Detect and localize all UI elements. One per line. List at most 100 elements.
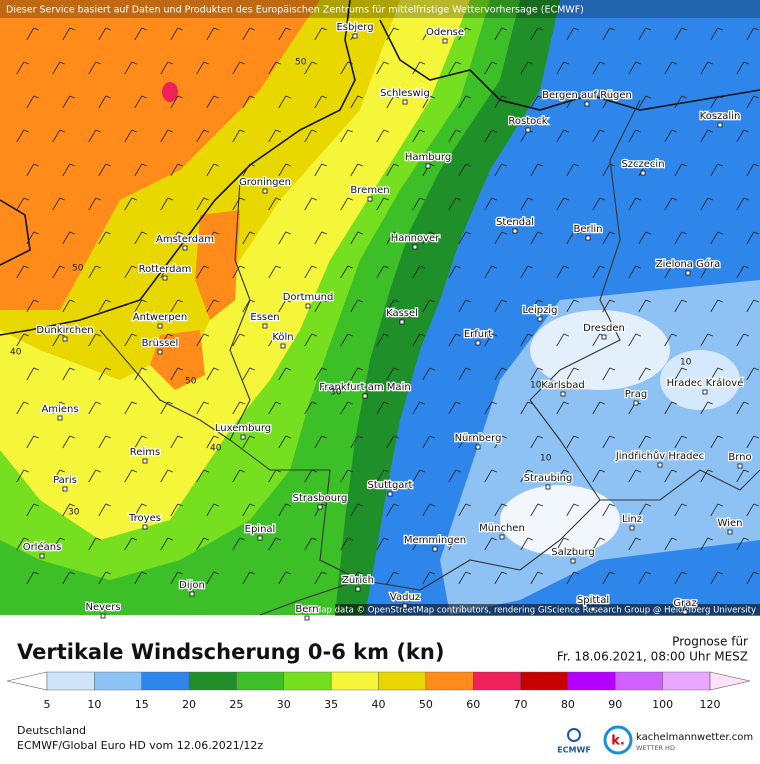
wind-barb	[124, 401, 137, 415]
city-label: Dortmund	[283, 292, 334, 303]
city-label: Karlsbad	[541, 380, 584, 391]
city-label: Dresden	[583, 323, 625, 334]
contour-label: 40	[10, 348, 22, 358]
wind-barb	[746, 27, 759, 41]
city-marker	[162, 275, 168, 281]
wind-barb	[592, 469, 605, 483]
wind-barb	[26, 163, 39, 177]
wind-barb	[52, 401, 65, 415]
colorbar-tick-label: 90	[608, 698, 622, 711]
attribution-bar	[335, 604, 760, 616]
wind-barb	[314, 95, 327, 109]
wind-barb	[88, 197, 101, 211]
wind-barb	[484, 333, 497, 347]
wind-barb	[62, 503, 75, 517]
wind-barb	[278, 503, 291, 517]
wind-barb	[566, 231, 579, 245]
wind-barb	[376, 537, 389, 551]
city-marker	[585, 235, 591, 241]
city-label: Koszalin	[700, 111, 741, 122]
wind-barb	[556, 469, 569, 483]
wind-barb	[62, 163, 75, 177]
colorbar-tick-label: 80	[561, 698, 575, 711]
wind-barb	[170, 503, 183, 517]
wind-barb	[242, 435, 255, 449]
city-label: Paris	[53, 475, 77, 486]
contour-label: 50	[295, 58, 307, 68]
city-label: Erfurt	[464, 329, 492, 340]
wind-barb	[304, 197, 317, 211]
wind-barb	[736, 469, 749, 483]
wind-barb	[278, 231, 291, 245]
city-label: Strasbourg	[293, 493, 348, 504]
wind-barb	[88, 401, 101, 415]
colorbar-tick-label: 25	[229, 698, 243, 711]
wind-barb	[206, 571, 219, 585]
wind-barb	[350, 503, 363, 517]
kw-icon-letter: k.	[611, 734, 625, 749]
colorbar-segment	[520, 671, 569, 691]
kw-icon	[603, 725, 633, 755]
city-label: Zielona Góra	[656, 258, 720, 270]
wind-barb	[602, 299, 615, 313]
wind-barb	[26, 435, 39, 449]
wind-barb	[566, 163, 579, 177]
city-label: Szczecin	[621, 159, 664, 170]
city-marker	[355, 586, 361, 592]
contour-labels: 50 50 40 50 40 30 30 10 10 10	[10, 58, 692, 518]
city-marker	[142, 458, 148, 464]
city-marker	[412, 244, 418, 250]
wind-barb	[736, 61, 749, 75]
colorbar-segment	[378, 671, 427, 691]
field-orange	[195, 210, 240, 320]
city-label: Reims	[130, 447, 160, 458]
wind-barb	[412, 61, 425, 75]
city-marker	[62, 486, 68, 492]
wind-barb	[134, 367, 147, 381]
wind-barb	[170, 231, 183, 245]
city-marker	[601, 334, 607, 340]
wind-barb	[304, 333, 317, 347]
wind-barb	[674, 95, 687, 109]
wind-barb	[736, 197, 749, 211]
city-label: Essen	[250, 312, 279, 323]
wind-barb	[664, 333, 677, 347]
wind-barb	[196, 469, 209, 483]
wind-barb	[484, 265, 497, 279]
city-label: Frankfurt am Main	[319, 382, 410, 393]
wind-barb	[62, 367, 75, 381]
wind-barb	[304, 401, 317, 415]
wind-barb	[62, 95, 75, 109]
wind-barb	[602, 163, 615, 177]
borders	[99, 99, 760, 616]
ecmwf-icon	[567, 728, 581, 742]
city-label: Köln	[272, 332, 293, 343]
top-bar	[0, 0, 760, 18]
wind-barb	[160, 129, 173, 143]
wind-barb	[700, 61, 713, 75]
forecast-label: Prognose für	[672, 635, 748, 649]
city-label: Straubing	[524, 473, 573, 484]
wind-barb	[566, 503, 579, 517]
city-marker	[432, 546, 438, 552]
wind-barb	[638, 95, 651, 109]
wind-barb	[422, 367, 435, 381]
wind-barb	[700, 265, 713, 279]
city-marker	[633, 400, 639, 406]
wind-barb	[268, 333, 281, 347]
wind-barb	[458, 367, 471, 381]
city-marker	[590, 606, 596, 612]
wind-barb	[268, 197, 281, 211]
contour-label: 10	[540, 454, 552, 464]
wind-barb	[196, 129, 209, 143]
city-label: Vaduz	[390, 592, 420, 603]
wind-barb	[746, 367, 759, 381]
wind-barb	[422, 299, 435, 313]
wind-barb	[422, 27, 435, 41]
wind-barb	[350, 163, 363, 177]
wind-barb	[638, 367, 651, 381]
wind-barb	[62, 435, 75, 449]
wind-barb	[638, 571, 651, 585]
wind-barb	[628, 333, 641, 347]
